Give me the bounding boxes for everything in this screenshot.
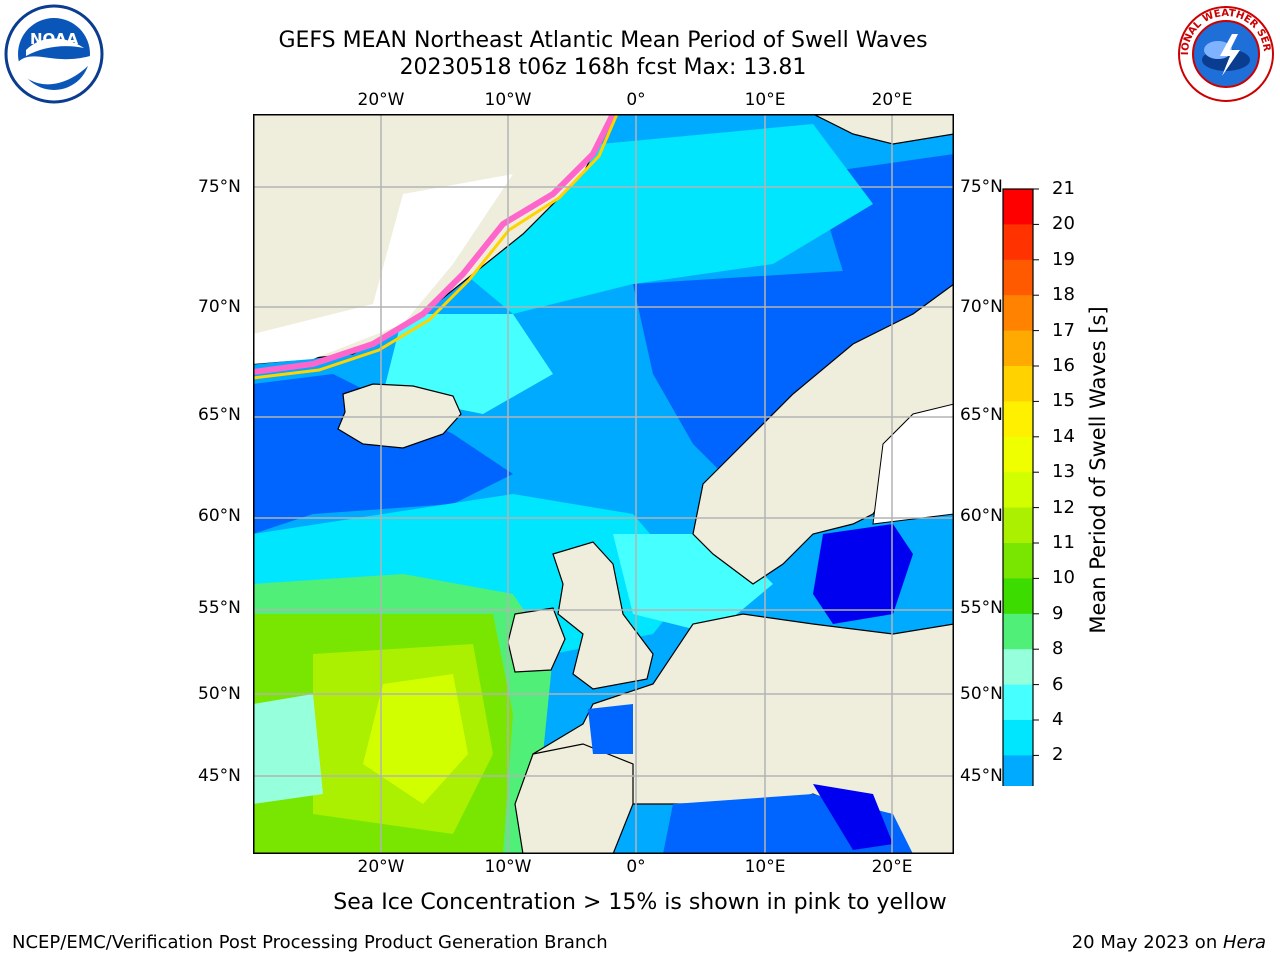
lat-tick-right: 75°N [960, 177, 1003, 197]
nws-logo: NATIONAL WEATHER SERVICE [1176, 4, 1274, 102]
mediterranean-sea [813, 784, 893, 850]
ice-free-white [253, 174, 513, 364]
lat-tick-right: 70°N [960, 297, 1003, 317]
colorbar-segment [1003, 259, 1033, 296]
lat-tick-right: 55°N [960, 598, 1003, 618]
noaa-logo: NOAA [4, 4, 104, 104]
lat-tick-right: 45°N [960, 766, 1003, 786]
colorbar-tick-label: 19 [1052, 248, 1075, 270]
colorbar-tick-label: 2 [1052, 744, 1064, 766]
colorbar-segment [1003, 578, 1033, 615]
colorbar-segment [1003, 295, 1033, 332]
graticule [253, 114, 954, 854]
footer-date: 20 May 2023 on Hera [1072, 932, 1266, 953]
colorbar [1002, 188, 1039, 786]
colorbar-tick-label: 6 [1052, 673, 1064, 695]
lon-tick-top: 20°W [357, 90, 405, 110]
colorbar-segment [1003, 613, 1033, 650]
lon-tick-bottom: 20°W [357, 857, 405, 877]
colorbar-tick-label: 21 [1052, 178, 1075, 199]
swell-period-map [253, 114, 954, 854]
colorbar-segment [1003, 543, 1033, 579]
colorbar-segment [1003, 684, 1033, 721]
chart-title-line2: 20230518 t06z 168h fcst Max: 13.81 [399, 55, 807, 80]
chart-title-line1: GEFS MEAN Northeast Atlantic Mean Period… [278, 28, 928, 53]
colorbar-segment [1003, 189, 1033, 225]
colorbar-tick-label: 9 [1052, 602, 1064, 624]
colorbar-tick-label: 14 [1052, 425, 1075, 447]
lat-tick-left: 65°N [198, 405, 241, 425]
cyan-swell-zone [253, 694, 323, 804]
lon-tick-top: 0° [626, 90, 646, 110]
lat-tick-left: 55°N [198, 598, 241, 618]
colorbar-segment [1003, 401, 1033, 438]
lat-tick-left: 60°N [198, 506, 241, 526]
footer-date-text: 20 May 2023 on [1071, 932, 1223, 953]
colorbar-tick-label: 13 [1052, 461, 1075, 483]
lat-tick-right: 65°N [960, 405, 1003, 425]
colorbar-tick-label: 16 [1052, 355, 1075, 376]
footer-host: Hera [1222, 932, 1266, 953]
sea-ice-edge [253, 114, 616, 375]
baltic-sea [813, 524, 913, 624]
colorbar-tick-label: 20 [1052, 213, 1075, 235]
colorbar-segment [1003, 224, 1033, 261]
footer-credit: NCEP/EMC/Verification Post Processing Pr… [12, 932, 608, 953]
colorbar-tick-label: 15 [1052, 390, 1075, 412]
svalbard-land [812, 114, 954, 145]
lat-tick-right: 50°N [960, 684, 1003, 704]
colorbar-segment [1003, 366, 1033, 402]
sea-ice-edge [253, 114, 619, 380]
lat-tick-right: 60°N [960, 506, 1003, 526]
colorbar-segment [1003, 330, 1033, 367]
iberia-land [514, 743, 634, 854]
lon-tick-bottom: 20°E [871, 857, 913, 877]
map-frame [253, 114, 954, 854]
lon-tick-bottom: 0° [626, 857, 646, 877]
colorbar-segment [1003, 507, 1033, 544]
noaa-logo-text: NOAA [30, 30, 79, 48]
colorbar-title: Mean Period of Swell Waves [s] [1086, 306, 1110, 634]
sea-ice-note: Sea Ice Concentration > 15% is shown in … [333, 890, 947, 915]
dark-swell-zone [253, 374, 513, 534]
lat-tick-left: 70°N [198, 297, 241, 317]
lon-tick-top: 10°E [744, 90, 786, 110]
iceland-land [337, 383, 462, 449]
lon-tick-top: 20°E [871, 90, 913, 110]
colorbar-segment [1003, 472, 1033, 509]
lat-tick-left: 45°N [198, 766, 241, 786]
biscay-bay [588, 704, 633, 754]
colorbar-tick-label: 18 [1052, 284, 1075, 306]
lon-tick-top: 10°W [484, 90, 532, 110]
colorbar-tick-label: 17 [1052, 319, 1075, 341]
colorbar-tick-label: 4 [1052, 709, 1064, 730]
lon-tick-bottom: 10°E [744, 857, 786, 877]
lat-tick-left: 75°N [198, 177, 241, 197]
colorbar-tick-label: 11 [1052, 532, 1075, 553]
colorbar-tick-label: 10 [1052, 567, 1075, 589]
colorbar-tick-label: 12 [1052, 496, 1075, 518]
lat-tick-left: 50°N [198, 684, 241, 704]
colorbar-segment [1003, 649, 1033, 686]
scandinavia-land [872, 403, 954, 525]
lon-tick-bottom: 10°W [484, 857, 532, 877]
colorbar-segment [1003, 755, 1033, 786]
colorbar-segment [1003, 720, 1033, 756]
colorbar-tick-label: 8 [1052, 638, 1064, 660]
colorbar-segment [1003, 436, 1033, 473]
yellow-swell-zone [363, 674, 468, 804]
great-britain-land [552, 541, 654, 690]
